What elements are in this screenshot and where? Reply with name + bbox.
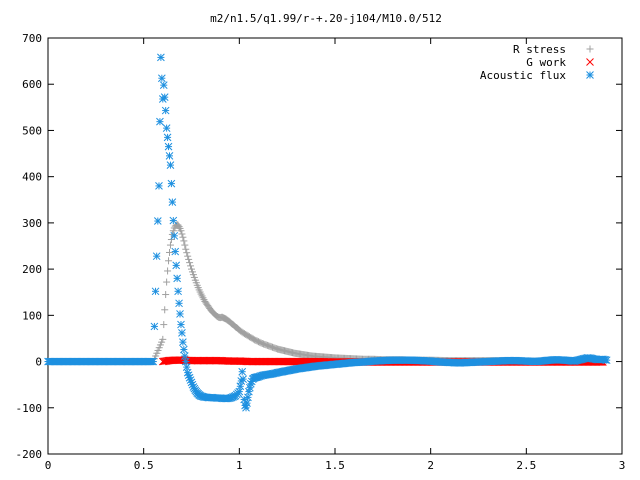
y-tick-label: 300 [22,217,42,230]
data-point [161,106,170,115]
data-point [157,74,166,83]
data-point [152,252,161,261]
data-point [239,375,248,383]
data-point [165,152,174,160]
plot-marks [44,53,611,412]
data-point [167,179,176,188]
legend-label: R stress [513,43,566,56]
plot-frame [47,37,623,455]
y-tick-label: 100 [22,309,42,322]
x-tick-label: 2 [427,459,434,472]
data-point [156,117,164,126]
data-point [153,217,162,225]
y-tick-label: 200 [22,263,42,276]
data-point [174,287,182,296]
data-point [182,245,190,253]
data-point [169,216,178,225]
y-tick-label: 600 [22,78,42,91]
data-point [602,356,611,365]
data-point [172,261,181,270]
data-point [186,259,194,267]
axis-ticks: 0 0.5 1 1.5 2 2.5 3 -200 -100 0 100 200 300 400 500 600… [16,32,626,472]
data-point [173,274,182,283]
x-tick-label: 3 [619,459,626,472]
data-point [242,403,250,412]
y-tick-label: 0 [35,356,42,369]
y-tick-label: 500 [22,124,42,137]
x-tick-label: 1.5 [325,459,345,472]
data-point [163,278,171,286]
data-point [179,338,187,346]
legend-marker [586,58,594,66]
data-point [170,231,179,240]
y-tick-label: 700 [22,32,42,45]
data-point [185,255,193,263]
data-point [164,267,172,275]
data-point [162,291,170,299]
data-point [166,241,174,249]
data-point [159,335,167,343]
data-point [164,142,173,151]
x-tick-label: 0.5 [134,459,154,472]
data-point [157,53,165,62]
data-point [181,241,189,249]
data-point [155,182,163,190]
data-point [177,320,185,329]
data-point [159,81,168,90]
data-point [149,357,158,366]
legend-label: G work [526,56,566,69]
y-tick-label: 400 [22,171,42,184]
data-point [166,161,175,169]
data-point [150,322,159,331]
y-tick-label: -100 [16,402,43,415]
data-point [238,367,247,376]
x-tick-label: 2.5 [516,459,536,472]
chart-title: m2/n1.5/q1.99/r-+.20-j104/M10.0/512 [210,12,442,25]
data-point [179,233,187,241]
data-point [177,227,185,235]
data-point [165,257,173,265]
data-point [178,230,186,238]
legend-marker [586,45,594,53]
data-point [168,198,177,206]
y-tick-label: -200 [16,448,43,461]
data-point [176,310,184,318]
data-point [151,287,160,296]
data-point [178,329,186,337]
data-point [160,93,169,102]
series-acoustic-flux [44,53,611,412]
series-r-stress [44,221,607,366]
data-point [171,247,180,256]
x-tick-label: 0 [45,459,52,472]
legend-marker [586,71,594,79]
data-point [167,236,175,244]
data-point [183,249,191,257]
data-point [162,124,171,132]
data-point [165,248,173,256]
data-point [160,321,168,329]
data-point [163,133,172,142]
x-tick-label: 1 [236,459,243,472]
data-point [161,306,169,314]
data-point [175,299,183,308]
legend-label: Acoustic flux [480,69,566,82]
data-point [184,252,192,260]
data-point [180,237,188,245]
data-point [179,345,188,354]
data-point [187,262,195,270]
